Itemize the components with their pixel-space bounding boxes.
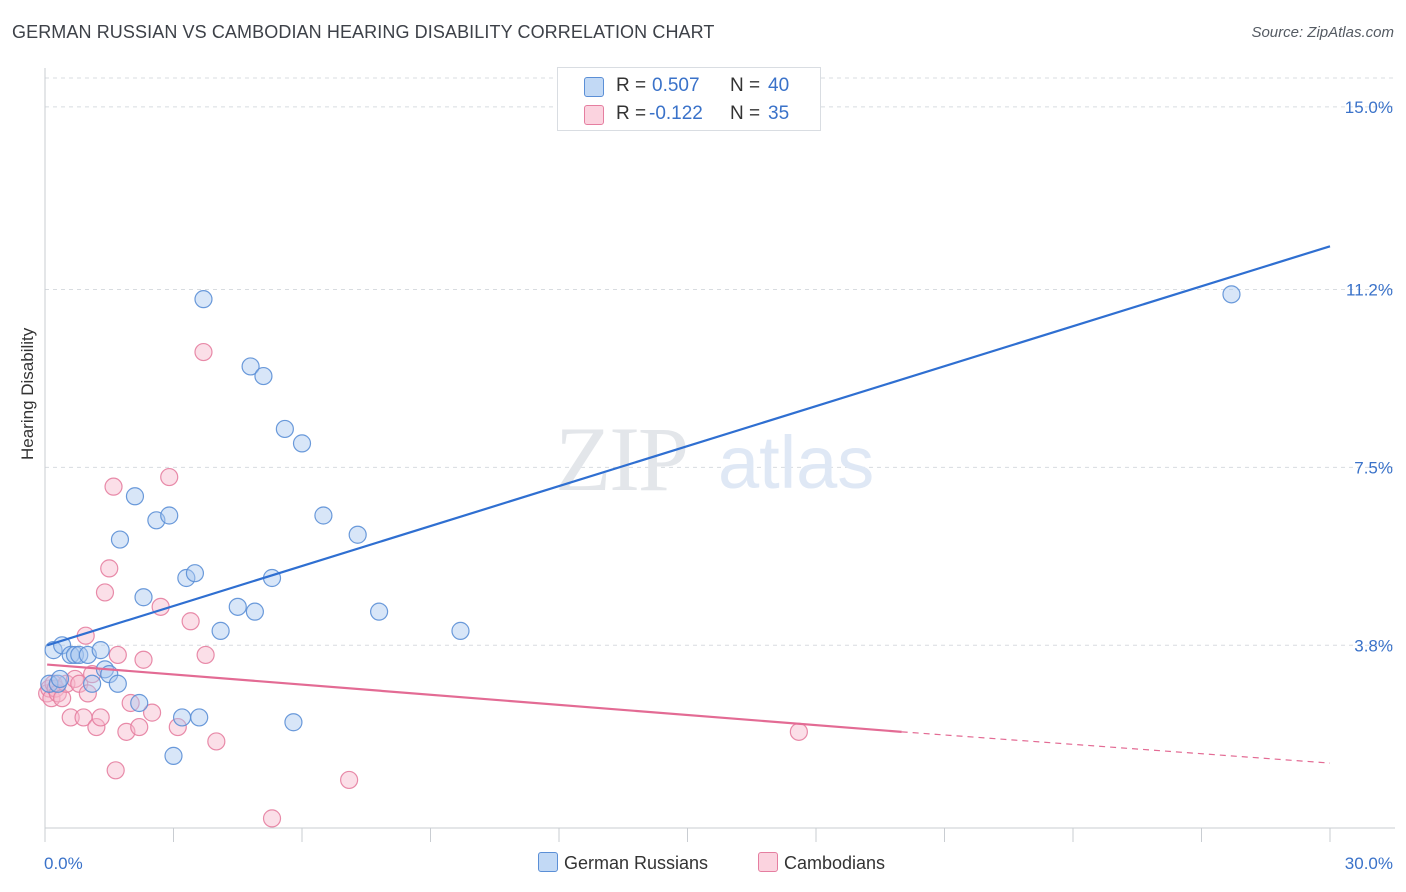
data-point-german-russians bbox=[228, 597, 247, 616]
data-point-cambodians bbox=[106, 761, 125, 780]
data-point-cambodians bbox=[262, 809, 282, 828]
watermark-zip: ZIP bbox=[555, 408, 687, 510]
x-tick-label-max: 30.0% bbox=[1345, 854, 1393, 873]
data-point-cambodians bbox=[181, 612, 200, 631]
data-point-german-russians bbox=[284, 713, 303, 732]
series-cambodians bbox=[38, 342, 808, 828]
data-point-german-russians bbox=[160, 506, 179, 525]
data-point-german-russians bbox=[164, 746, 183, 765]
data-point-cambodians bbox=[61, 708, 80, 727]
y-tick-label: 7.5% bbox=[1354, 458, 1393, 477]
r-value-blue: 0.507 bbox=[652, 75, 700, 96]
trend-line-german-russians bbox=[46, 245, 1331, 647]
legend-swatch-pink bbox=[758, 852, 778, 872]
data-point-cambodians bbox=[130, 717, 149, 737]
data-point-cambodians bbox=[53, 689, 72, 708]
data-point-german-russians bbox=[185, 564, 205, 583]
data-point-cambodians bbox=[194, 342, 213, 362]
n-value-pink: 35 bbox=[768, 103, 790, 124]
r-value-pink: -0.122 bbox=[649, 103, 703, 124]
data-point-german-russians bbox=[348, 525, 367, 544]
r-label: R = bbox=[616, 75, 647, 96]
n-label: N = bbox=[730, 75, 761, 96]
trend-line-cambodians-extension bbox=[901, 731, 1331, 764]
data-point-german-russians bbox=[172, 708, 192, 727]
data-point-german-russians bbox=[275, 419, 294, 439]
watermark: ZIP atlas bbox=[555, 408, 874, 510]
chart-title: GERMAN RUSSIAN VS CAMBODIAN HEARING DISA… bbox=[12, 22, 715, 42]
data-point-german-russians bbox=[245, 602, 264, 621]
data-point-german-russians bbox=[134, 588, 153, 607]
data-point-german-russians bbox=[108, 674, 127, 693]
data-point-cambodians bbox=[340, 770, 359, 790]
data-point-cambodians bbox=[91, 708, 110, 727]
data-point-cambodians bbox=[789, 722, 808, 741]
data-point-german-russians bbox=[91, 641, 110, 660]
y-tick-label: 11.2% bbox=[1346, 281, 1393, 300]
data-point-german-russians bbox=[110, 530, 130, 549]
data-point-cambodians bbox=[100, 559, 119, 578]
data-point-german-russians bbox=[314, 506, 333, 525]
data-point-cambodians bbox=[142, 703, 162, 722]
data-point-german-russians bbox=[292, 434, 312, 453]
legend-item-cambodians[interactable]: Cambodians bbox=[758, 852, 885, 874]
series-german-russians bbox=[40, 285, 1241, 765]
data-point-cambodians bbox=[78, 684, 97, 703]
data-point-cambodians bbox=[104, 477, 123, 496]
data-point-german-russians bbox=[451, 621, 470, 640]
x-tick-label-min: 0.0% bbox=[44, 854, 83, 873]
data-point-cambodians bbox=[87, 717, 106, 737]
tick-labels: 3.8% 7.5% 11.2% 15.0% 0.0% 30.0% bbox=[44, 98, 1393, 873]
legend-swatch-blue bbox=[584, 77, 604, 97]
data-point-german-russians bbox=[254, 366, 273, 386]
legend-item-german-russians[interactable]: German Russians bbox=[538, 852, 708, 874]
data-point-cambodians bbox=[168, 717, 187, 737]
y-tick-label: 3.8% bbox=[1354, 636, 1393, 655]
watermark-atlas: atlas bbox=[718, 421, 874, 504]
data-point-german-russians bbox=[194, 290, 213, 309]
stats-row-cambodians: R = -0.122 N = 35 bbox=[558, 100, 820, 128]
stats-row-german-russians: R = 0.507 N = 40 bbox=[558, 72, 820, 100]
legend-label-german-russians: German Russians bbox=[564, 853, 709, 873]
n-value-blue: 40 bbox=[768, 75, 790, 96]
n-label: N = bbox=[730, 103, 761, 124]
legend-label-cambodians: Cambodians bbox=[784, 853, 886, 873]
data-point-german-russians bbox=[44, 641, 63, 660]
data-point-german-russians bbox=[83, 674, 102, 693]
data-point-cambodians bbox=[160, 467, 179, 487]
data-point-cambodians bbox=[207, 732, 226, 751]
legend-swatch-pink bbox=[584, 105, 604, 125]
data-point-german-russians bbox=[125, 487, 145, 506]
data-point-german-russians bbox=[241, 357, 260, 376]
data-point-german-russians bbox=[177, 568, 196, 588]
data-point-german-russians bbox=[50, 669, 70, 689]
data-point-german-russians bbox=[211, 621, 230, 640]
data-point-cambodians bbox=[95, 583, 115, 602]
data-point-german-russians bbox=[190, 708, 209, 727]
data-point-german-russians bbox=[370, 602, 389, 621]
trend-lines bbox=[46, 245, 1331, 764]
source-label: Source: ZipAtlas.com bbox=[1251, 24, 1394, 41]
y-axis-label: Hearing Disability bbox=[18, 327, 37, 460]
y-tick-label: 15.0% bbox=[1345, 98, 1393, 117]
data-point-german-russians bbox=[130, 693, 149, 713]
legend-swatch-blue bbox=[538, 852, 558, 872]
data-point-german-russians bbox=[1222, 285, 1241, 304]
trend-line-cambodians bbox=[47, 663, 902, 733]
data-point-cambodians bbox=[134, 650, 153, 669]
stats-legend: R = 0.507 N = 40 R = -0.122 N = 35 bbox=[557, 67, 821, 131]
data-point-cambodians bbox=[108, 645, 127, 665]
data-point-cambodians bbox=[196, 645, 215, 665]
r-label: R = bbox=[616, 103, 647, 124]
axes bbox=[44, 68, 1395, 842]
data-point-german-russians bbox=[65, 645, 85, 665]
